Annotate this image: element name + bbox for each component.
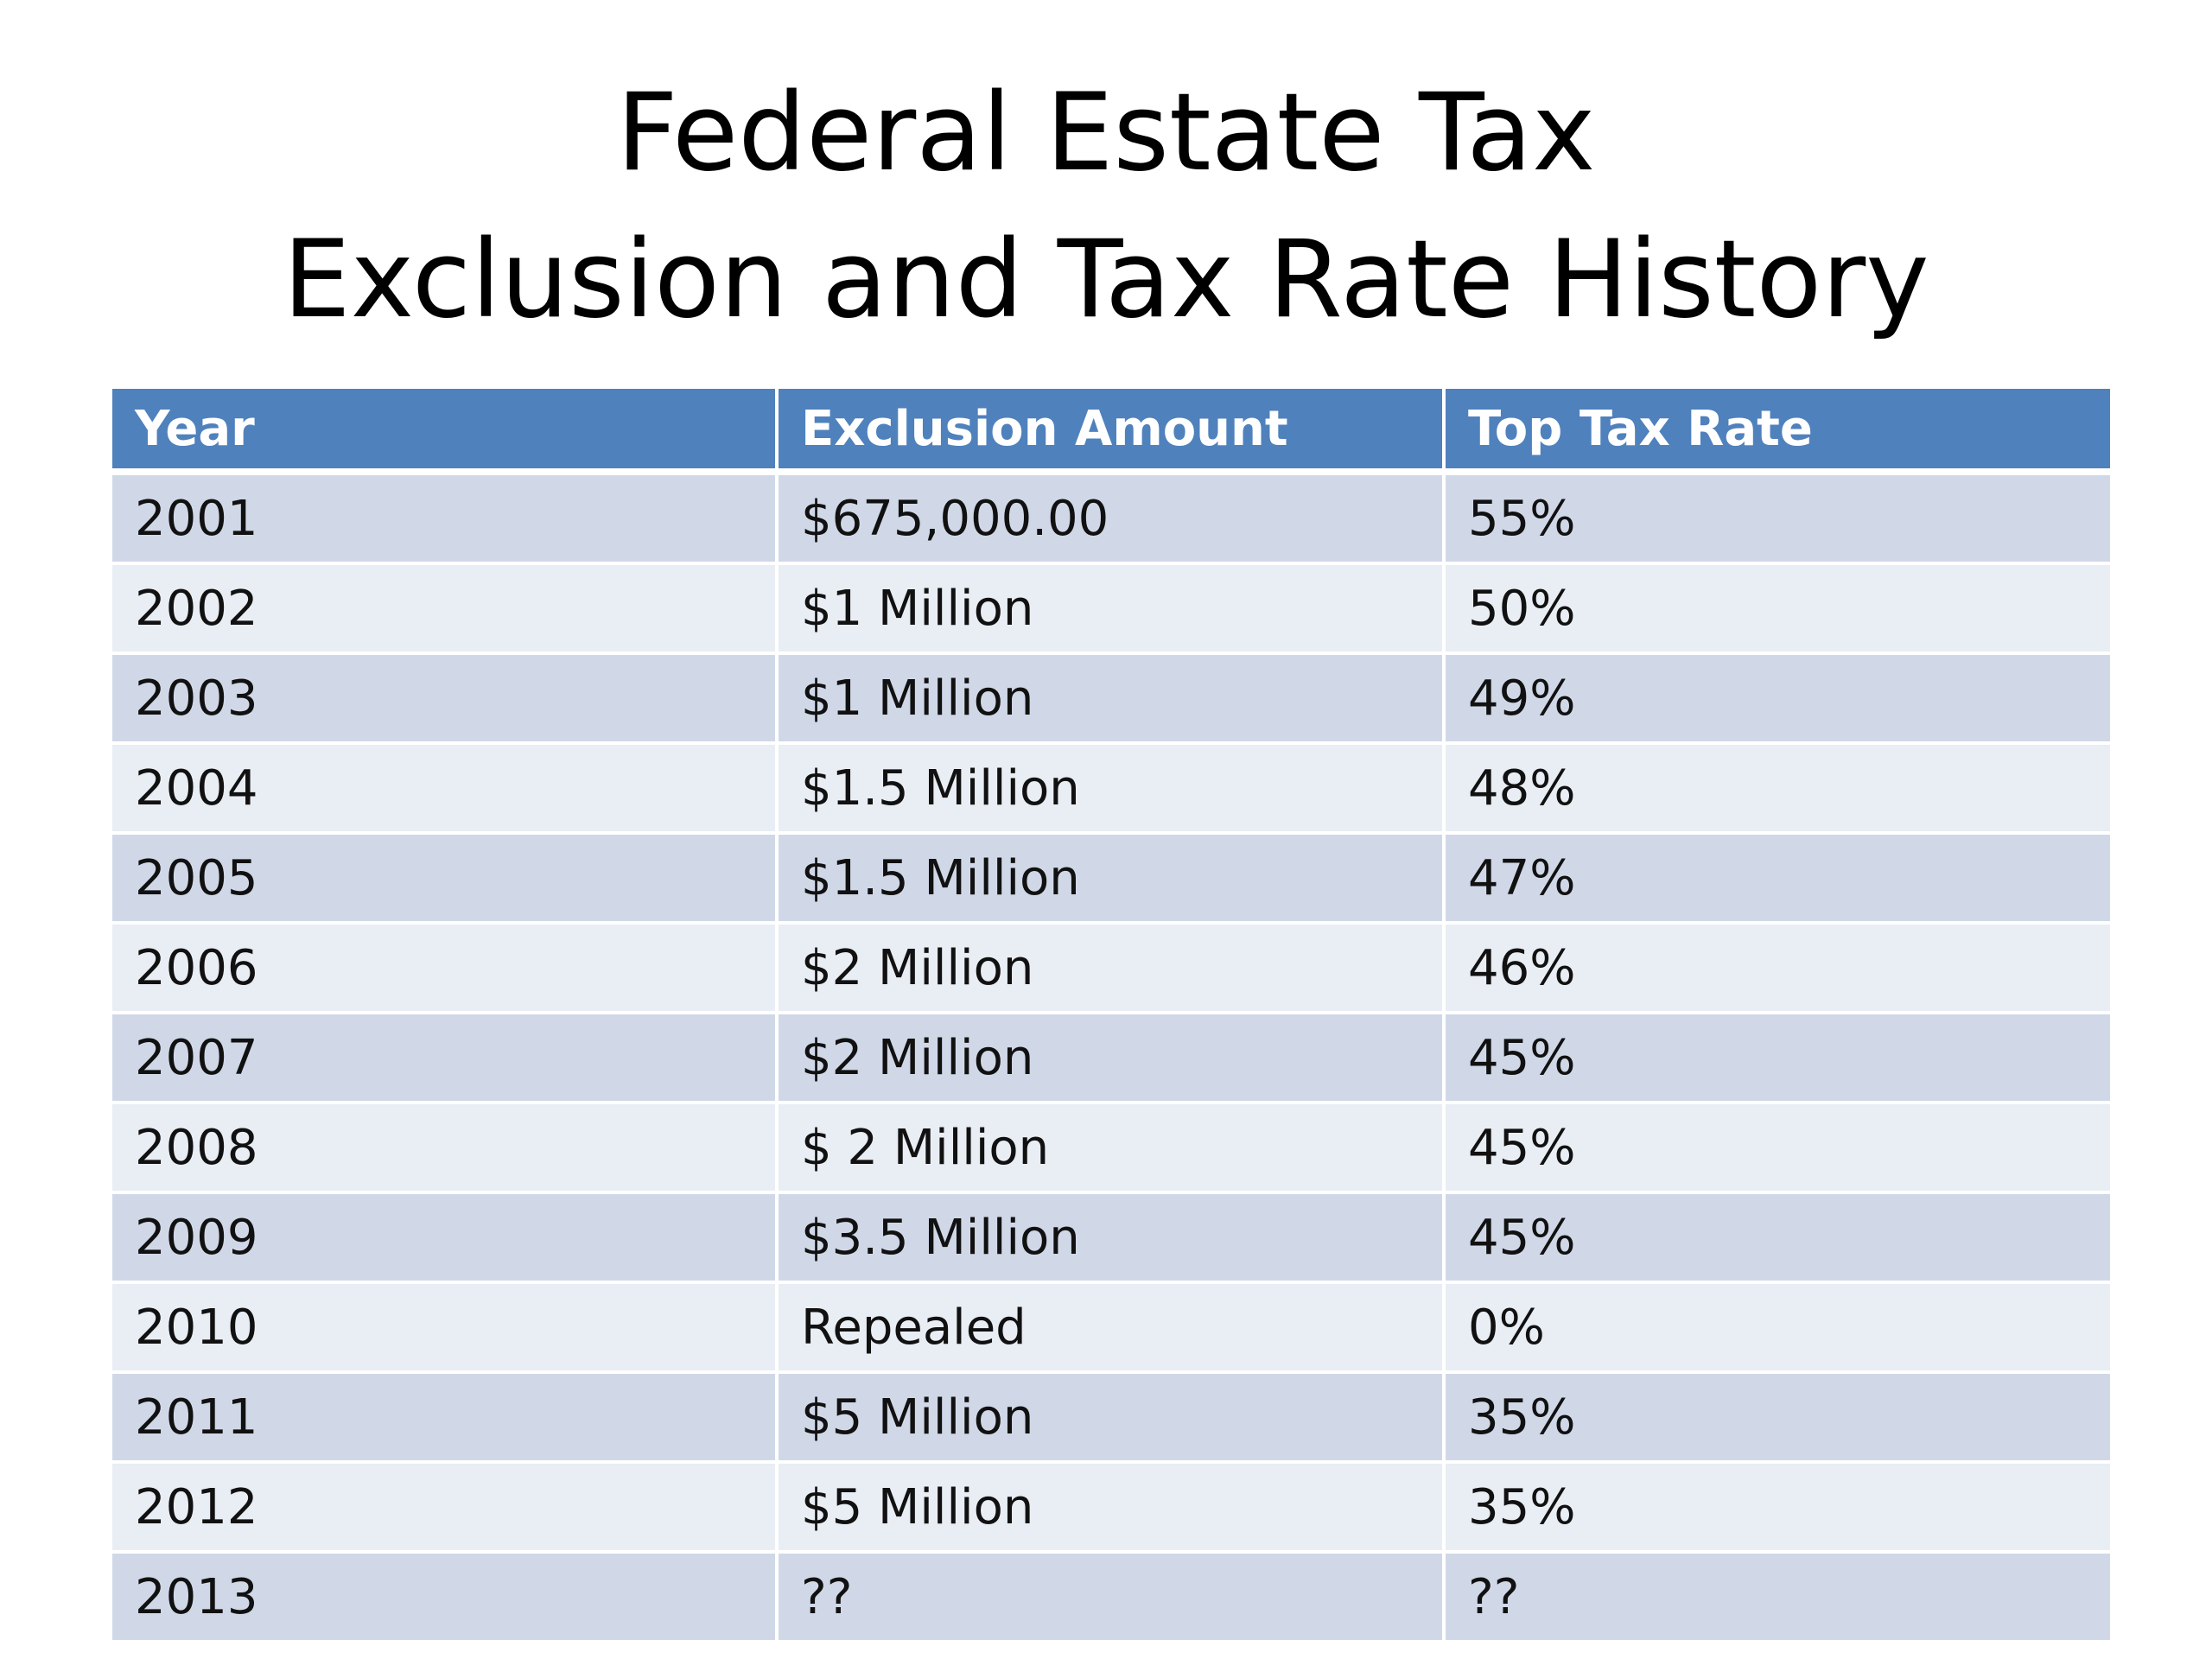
year-cell: 2008: [112, 1104, 779, 1194]
table-row: 2012 $5 Million 35%: [112, 1464, 2110, 1554]
year-cell: 2009: [112, 1194, 779, 1284]
table-header-row: Year Exclusion Amount Top Tax Rate: [112, 389, 2110, 475]
rate-cell: 45%: [1446, 1104, 2110, 1194]
exclusion-cell: Repealed: [779, 1284, 1446, 1374]
table-row: 2011 $5 Million 35%: [112, 1374, 2110, 1464]
year-cell: 2012: [112, 1464, 779, 1554]
exclusion-cell: $1.5 Million: [779, 745, 1446, 835]
table-row: 2013 ?? ??: [112, 1554, 2110, 1643]
rate-cell: 35%: [1446, 1464, 2110, 1554]
year-cell: 2003: [112, 655, 779, 745]
rate-cell: 50%: [1446, 565, 2110, 655]
exclusion-cell: ??: [779, 1554, 1446, 1643]
table-row: 2004 $1.5 Million 48%: [112, 745, 2110, 835]
year-cell: 2007: [112, 1014, 779, 1104]
rate-cell: 46%: [1446, 925, 2110, 1014]
table-row: 2001 $675,000.00 55%: [112, 475, 2110, 565]
year-cell: 2010: [112, 1284, 779, 1374]
table-row: 2007 $2 Million 45%: [112, 1014, 2110, 1104]
exclusion-cell: $3.5 Million: [779, 1194, 1446, 1284]
table-row: 2009 $3.5 Million 45%: [112, 1194, 2110, 1284]
year-cell: 2013: [112, 1554, 779, 1643]
column-header-exclusion-amount: Exclusion Amount: [779, 389, 1446, 475]
rate-cell: 47%: [1446, 835, 2110, 925]
year-cell: 2004: [112, 745, 779, 835]
table-row: 2005 $1.5 Million 47%: [112, 835, 2110, 925]
rate-cell: 45%: [1446, 1194, 2110, 1284]
rate-cell: 35%: [1446, 1374, 2110, 1464]
column-header-top-tax-rate: Top Tax Rate: [1446, 389, 2110, 475]
rate-cell: 55%: [1446, 475, 2110, 565]
exclusion-cell: $5 Million: [779, 1464, 1446, 1554]
rate-cell: 48%: [1446, 745, 2110, 835]
year-cell: 2006: [112, 925, 779, 1014]
table-row: 2002 $1 Million 50%: [112, 565, 2110, 655]
exclusion-cell: $2 Million: [779, 1014, 1446, 1104]
exclusion-cell: $2 Million: [779, 925, 1446, 1014]
estate-tax-table: Year Exclusion Amount Top Tax Rate 2001 …: [112, 389, 2110, 1643]
rate-cell: 45%: [1446, 1014, 2110, 1104]
exclusion-cell: $5 Million: [779, 1374, 1446, 1464]
column-header-year: Year: [112, 389, 779, 475]
slide-title-line-1: Federal Estate Tax: [616, 71, 1596, 195]
exclusion-cell: $1.5 Million: [779, 835, 1446, 925]
table-row: 2003 $1 Million 49%: [112, 655, 2110, 745]
rate-cell: ??: [1446, 1554, 2110, 1643]
exclusion-cell: $1 Million: [779, 565, 1446, 655]
year-cell: 2002: [112, 565, 779, 655]
table-row: 2010 Repealed 0%: [112, 1284, 2110, 1374]
rate-cell: 0%: [1446, 1284, 2110, 1374]
rate-cell: 49%: [1446, 655, 2110, 745]
table-row: 2006 $2 Million 46%: [112, 925, 2110, 1014]
exclusion-cell: $675,000.00: [779, 475, 1446, 565]
year-cell: 2001: [112, 475, 779, 565]
table-row: 2008 $ 2 Million 45%: [112, 1104, 2110, 1194]
exclusion-cell: $ 2 Million: [779, 1104, 1446, 1194]
exclusion-cell: $1 Million: [779, 655, 1446, 745]
year-cell: 2011: [112, 1374, 779, 1464]
slide-title-line-2: Exclusion and Tax Rate History: [283, 218, 1929, 342]
year-cell: 2005: [112, 835, 779, 925]
